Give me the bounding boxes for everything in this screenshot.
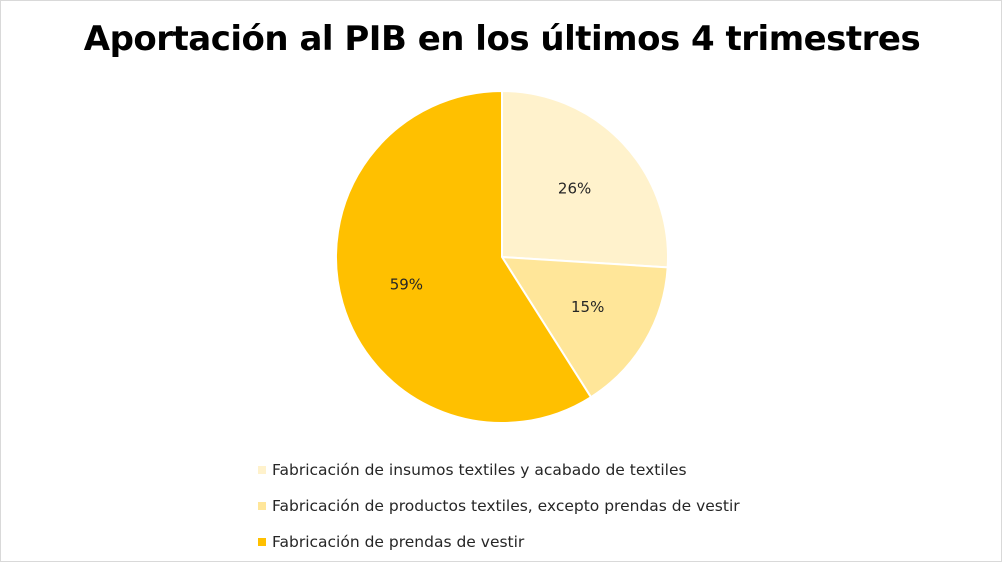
legend-item: Fabricación de productos textiles, excep… [258, 488, 740, 524]
legend-item: Fabricación de insumos textiles y acabad… [258, 452, 740, 488]
legend: Fabricación de insumos textiles y acabad… [258, 452, 740, 560]
legend-label: Fabricación de prendas de vestir [272, 533, 525, 551]
chart-title: Aportación al PIB en los últimos 4 trime… [83, 19, 921, 59]
data-label-1: 26% [558, 179, 591, 197]
legend-label: Fabricación de productos textiles, excep… [272, 497, 740, 515]
pie-slice-3 [335, 89, 593, 424]
pie-slice-1 [501, 89, 669, 269]
legend-swatch [258, 538, 266, 546]
legend-swatch [258, 502, 266, 510]
legend-label: Fabricación de insumos textiles y acabad… [272, 461, 687, 479]
legend-swatch [258, 466, 266, 474]
data-label-2: 15% [571, 298, 604, 316]
data-label-3: 59% [390, 275, 423, 293]
legend-item: Fabricación de prendas de vestir [258, 524, 740, 560]
pie-slice-2 [500, 255, 669, 399]
